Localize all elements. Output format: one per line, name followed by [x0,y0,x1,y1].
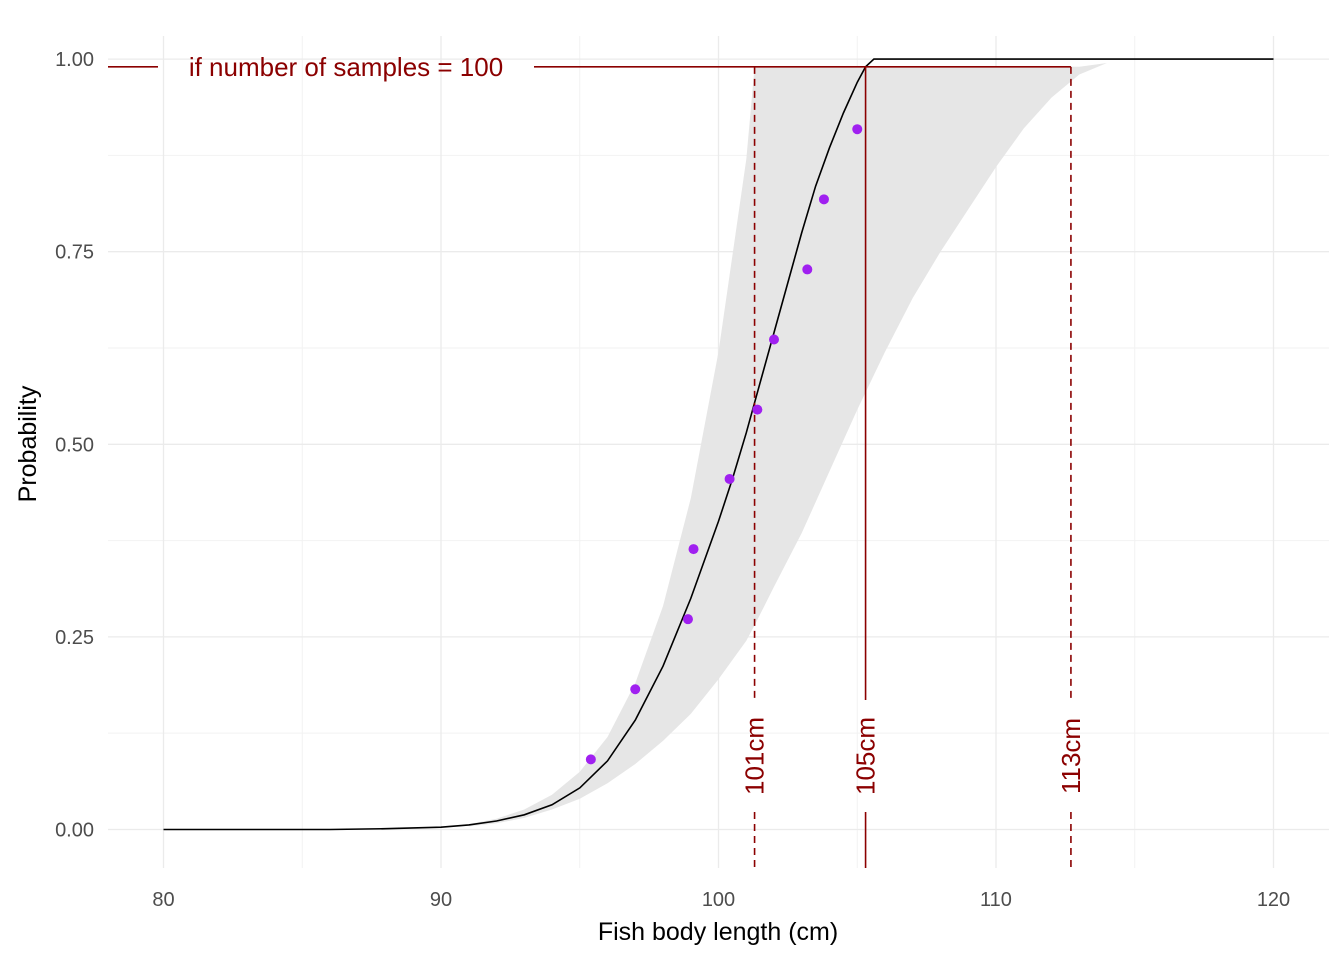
x-tick-label: 120 [1257,889,1290,911]
x-tick-label: 100 [702,889,735,911]
y-axis-title: Probability [14,385,42,502]
y-tick-label: 0.25 [55,627,94,649]
x-tick-label: 80 [152,889,174,911]
y-tick-label: 0.75 [55,242,94,264]
point-layer [585,124,863,765]
x-tick-labels: 80 90 100 110 120 [152,889,1290,911]
data-point [724,473,735,484]
data-point [769,334,779,345]
cutoff-label: 105cm [851,717,881,795]
y-tick-label: 0.50 [55,434,94,456]
x-axis-title: Fish body length (cm) [598,918,838,946]
data-point [688,544,699,555]
data-point [630,684,641,695]
data-point [802,264,813,275]
y-tick-label: 0.00 [55,819,94,841]
x-tick-label: 110 [980,889,1012,911]
data-point [682,614,693,625]
y-tick-label: 1.00 [55,49,94,71]
y-tick-labels: 0.00 0.25 0.50 0.75 1.00 [55,49,94,841]
cutoff-label: 101cm [740,717,770,795]
data-point [752,404,763,415]
data-point [585,754,596,765]
cutoff-label: 113cm [1056,718,1086,794]
threshold-label: if number of samples = 100 [189,52,503,82]
annotation-layer: if number of samples = 100 101cm 105cm 113c… [108,52,1086,868]
data-point [818,194,829,205]
x-tick-label: 90 [430,889,452,911]
confidence-band-layer [468,63,1107,827]
confidence-band [468,63,1107,827]
data-point [852,124,863,135]
